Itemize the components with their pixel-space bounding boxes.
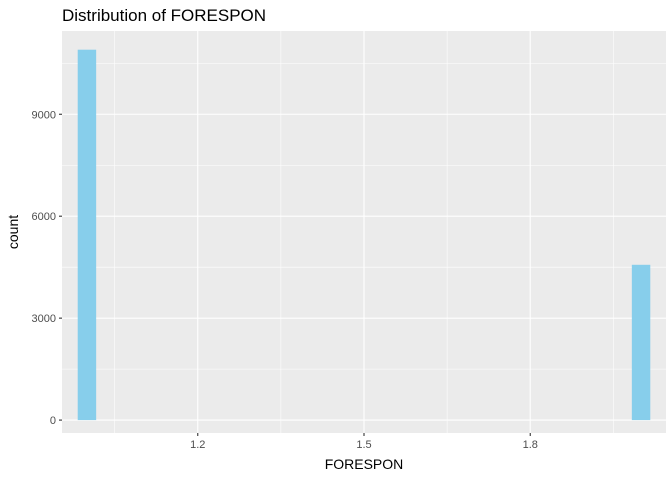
histogram-bar: [77, 49, 97, 421]
y-tick-label: 0: [50, 415, 56, 427]
x-tick-label: 1.5: [356, 439, 371, 451]
x-axis: 1.2 1.5 1.8: [190, 433, 538, 451]
y-tick-label: 3000: [32, 313, 56, 325]
x-axis-title: FORESPON: [325, 456, 404, 472]
chart-title: Distribution of FORESPON: [62, 6, 266, 25]
y-tick-label: 6000: [32, 211, 56, 223]
x-tick-label: 1.8: [523, 439, 538, 451]
major-gridlines: [62, 31, 666, 433]
histogram-bar: [631, 264, 651, 421]
y-axis-title: count: [5, 215, 21, 249]
y-tick-label: 9000: [32, 109, 56, 121]
x-tick-label: 1.2: [190, 439, 205, 451]
y-axis: 0 3000 6000 9000: [32, 109, 62, 427]
bars-group: [77, 49, 651, 421]
